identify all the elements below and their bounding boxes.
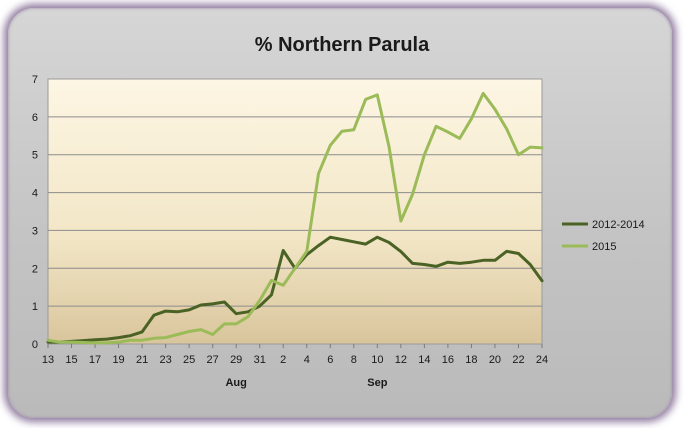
x-tick-label: 6 (327, 354, 333, 366)
x-tick-label: 19 (112, 354, 124, 366)
month-label: Sep (367, 377, 387, 389)
x-tick-label: 13 (42, 354, 54, 366)
chart-title: % Northern Parula (254, 34, 430, 56)
x-tick-label: 21 (136, 354, 148, 366)
legend-label: 2015 (592, 241, 616, 253)
y-tick-label: 0 (32, 339, 38, 351)
legend-label: 2012-2014 (592, 219, 645, 231)
series-lines (46, 91, 544, 345)
x-tick-label: 31 (254, 354, 266, 366)
plot-area (47, 78, 543, 345)
x-tick-label: 25 (183, 354, 195, 366)
x-tick-label: 16 (442, 354, 454, 366)
x-tick-label: 29 (230, 354, 242, 366)
x-tick-label: 20 (489, 354, 501, 366)
month-labels: Aug Sep (225, 377, 387, 389)
x-tick-label: 27 (207, 354, 219, 366)
month-label: Aug (225, 377, 246, 389)
x-tick-label: 2 (280, 354, 286, 366)
y-tick-label: 2 (32, 263, 38, 275)
y-tick-label: 3 (32, 225, 38, 237)
y-tick-label: 7 (32, 74, 38, 86)
y-tick-label: 6 (32, 112, 38, 124)
y-tick-label: 4 (32, 188, 38, 200)
y-axis: 0 1 2 3 4 5 6 7 (32, 74, 38, 351)
x-tick-label: 4 (304, 354, 310, 366)
x-tick-label: 18 (465, 354, 477, 366)
x-tick-label: 17 (89, 354, 101, 366)
x-tick-label: 15 (65, 354, 77, 366)
x-tick-label: 12 (395, 354, 407, 366)
x-tick-label: 14 (418, 354, 430, 366)
y-tick-label: 5 (32, 150, 38, 162)
x-tick-label: 8 (351, 354, 357, 366)
x-tick-label: 22 (512, 354, 524, 366)
x-tick-label: 24 (536, 354, 548, 366)
y-tick-label: 1 (32, 301, 38, 313)
series-line (46, 91, 544, 345)
x-axis: 13 15 17 19 21 23 25 27 29 31 2 4 6 8 10 12 14 16 18 20 22 24 (42, 344, 548, 366)
x-tick-label: 23 (159, 354, 171, 366)
x-tick-label: 10 (371, 354, 383, 366)
legend: 2012-2014 2015 (562, 219, 645, 253)
